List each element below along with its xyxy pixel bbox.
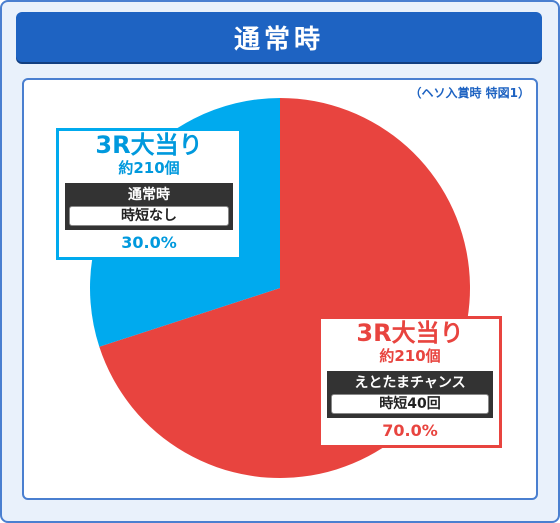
- callout-etotama-percent: 70.0%: [382, 421, 438, 440]
- chart-note: （ヘソ入賞時 特図1）: [409, 86, 530, 100]
- callout-etotama-sub: 約210個: [379, 347, 441, 365]
- callout-normal-sub: 約210個: [118, 159, 180, 177]
- callout-etotama-mode-name: えとたまチャンス: [354, 375, 466, 391]
- callout-etotama-label: 3R大当り: [356, 319, 464, 347]
- page-title: 通常時: [16, 12, 542, 62]
- callout-etotama: 3R大当り 約210個 えとたまチャンス 時短40回 70.0%: [318, 316, 502, 448]
- callout-etotama-mode: えとたまチャンス 時短40回: [327, 371, 493, 418]
- callout-normal: 3R大当り 約210個 通常時 時短なし 30.0%: [56, 128, 242, 260]
- callout-etotama-mode-detail: 時短40回: [331, 394, 489, 414]
- callout-normal-mode: 通常時 時短なし: [65, 183, 233, 230]
- callout-normal-percent: 30.0%: [121, 233, 177, 252]
- callout-normal-label: 3R大当り: [95, 131, 203, 159]
- callout-normal-mode-name: 通常時: [128, 187, 170, 203]
- callout-normal-mode-detail: 時短なし: [69, 206, 229, 226]
